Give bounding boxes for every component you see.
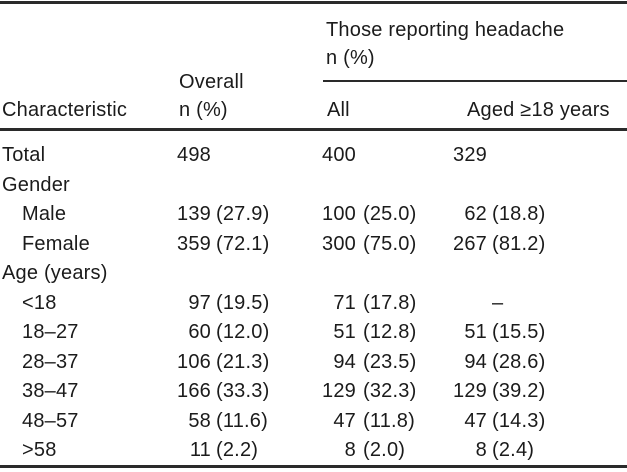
all-pct: (23.5) bbox=[363, 350, 417, 373]
row-label: 48–57 bbox=[22, 409, 79, 432]
all-count: 300 bbox=[322, 232, 356, 255]
all-pct: (25.0) bbox=[363, 203, 417, 225]
table-row-age-28-37: 28–37 106 (21.3) 94 (23.5) 94 (28.6) bbox=[0, 348, 627, 378]
all-count: 51 bbox=[333, 321, 356, 343]
all-count: 129 bbox=[322, 380, 356, 402]
aged-count: 94 bbox=[464, 350, 487, 373]
all-count: 100 bbox=[322, 203, 356, 225]
aged-pct-missing-dash: – bbox=[492, 291, 504, 314]
spanner-header-line1: Those reporting headache bbox=[326, 19, 565, 41]
all-count: 71 bbox=[333, 291, 356, 314]
all-count: 94 bbox=[333, 350, 356, 373]
all-pct: (12.8) bbox=[363, 321, 417, 343]
overall-count: 11 bbox=[189, 439, 211, 461]
table-row-total: Total 498 400 329 bbox=[0, 141, 627, 171]
header-bottom-rule bbox=[0, 128, 627, 131]
aged-count: 267 bbox=[453, 232, 487, 255]
overall-count: 139 bbox=[177, 203, 211, 225]
overall-pct: (72.1) bbox=[216, 232, 270, 255]
all-pct: (2.0) bbox=[363, 439, 406, 461]
table-row-gender-group: Gender bbox=[0, 171, 627, 201]
table-top-rule bbox=[0, 1, 627, 4]
column-header-all: All bbox=[327, 99, 350, 121]
aged-count bbox=[453, 259, 487, 289]
row-label: Gender bbox=[2, 173, 70, 196]
table-body: Total 498 400 329 Gender Male 139 (27.9)… bbox=[0, 141, 627, 466]
table-row-age-38-47: 38–47 166 (33.3) 129 (32.3) 129 (39.2) bbox=[0, 377, 627, 407]
overall-count: 106 bbox=[177, 350, 211, 373]
overall-count: 498 bbox=[177, 144, 211, 166]
aged-pct: (2.4) bbox=[492, 439, 535, 461]
all-count: 8 bbox=[344, 439, 356, 461]
overall-count: 97 bbox=[188, 291, 211, 314]
row-label: Male bbox=[22, 203, 67, 225]
table-row-age-48-57: 48–57 58 (11.6) 47 (11.8) 47 (14.3) bbox=[0, 407, 627, 437]
table-row-age-over-58: >58 11 (2.2) 8 (2.0) 8 (2.4) bbox=[0, 436, 627, 466]
overall-count bbox=[152, 171, 211, 201]
spanner-rule bbox=[323, 80, 627, 82]
aged-count bbox=[453, 171, 487, 201]
table-row-female: Female 359 (72.1) 300 (75.0) 267 (81.2) bbox=[0, 230, 627, 260]
row-label: >58 bbox=[22, 439, 57, 461]
aged-pct: (15.5) bbox=[492, 321, 546, 343]
table-row-age-under-18: <18 97 (19.5) 71 (17.8) – bbox=[0, 289, 627, 319]
overall-count: 359 bbox=[177, 232, 211, 255]
aged-pct: (28.6) bbox=[492, 350, 546, 373]
column-header-characteristic: Characteristic bbox=[2, 99, 128, 121]
all-count bbox=[322, 259, 356, 289]
all-count: 47 bbox=[333, 409, 356, 432]
table-row-age-group: Age (years) bbox=[0, 259, 627, 289]
column-header-aged-18-years: Aged ≥18 years bbox=[467, 99, 610, 121]
row-label: 28–37 bbox=[22, 350, 79, 373]
all-count bbox=[322, 171, 356, 201]
aged-pct: (39.2) bbox=[492, 380, 546, 402]
overall-pct: (33.3) bbox=[216, 380, 270, 402]
overall-count: 60 bbox=[188, 321, 211, 343]
aged-pct: (14.3) bbox=[492, 409, 546, 432]
row-label: Total bbox=[2, 144, 46, 166]
all-pct: (17.8) bbox=[363, 291, 417, 314]
table-row-age-18-27: 18–27 60 (12.0) 51 (12.8) 51 (15.5) bbox=[0, 318, 627, 348]
column-header-overall-line1: Overall bbox=[179, 71, 244, 93]
all-count: 400 bbox=[322, 144, 356, 166]
all-pct: (75.0) bbox=[363, 232, 417, 255]
overall-pct: (27.9) bbox=[216, 203, 270, 225]
overall-pct: (12.0) bbox=[216, 321, 270, 343]
overall-pct: (19.5) bbox=[216, 291, 270, 314]
spanner-header-line2: n (%) bbox=[326, 47, 375, 69]
aged-count: 129 bbox=[453, 380, 487, 402]
aged-pct: (81.2) bbox=[492, 232, 546, 255]
aged-pct: (18.8) bbox=[492, 203, 546, 225]
aged-count: 329 bbox=[453, 144, 487, 166]
all-pct: (11.8) bbox=[363, 409, 415, 432]
aged-count: 8 bbox=[475, 439, 487, 461]
column-header-overall-line2: n (%) bbox=[179, 99, 228, 121]
row-label: Age (years) bbox=[2, 262, 108, 284]
table-bottom-rule bbox=[0, 465, 627, 468]
table-row-male: Male 139 (27.9) 100 (25.0) 62 (18.8) bbox=[0, 200, 627, 230]
overall-pct: (2.2) bbox=[216, 439, 259, 461]
aged-count: 62 bbox=[464, 203, 487, 225]
row-label: 18–27 bbox=[22, 321, 79, 343]
aged-count: 51 bbox=[464, 321, 487, 343]
overall-count: 166 bbox=[177, 380, 211, 402]
all-pct: (32.3) bbox=[363, 380, 417, 402]
overall-count: 58 bbox=[188, 409, 211, 432]
aged-count: 47 bbox=[464, 409, 487, 432]
aged-count bbox=[453, 289, 487, 319]
overall-pct: (21.3) bbox=[216, 350, 270, 373]
row-label: <18 bbox=[22, 291, 57, 314]
overall-pct: (11.6) bbox=[216, 409, 268, 432]
overall-count bbox=[152, 259, 211, 289]
row-label: Female bbox=[22, 232, 90, 255]
row-label: 38–47 bbox=[22, 380, 79, 402]
